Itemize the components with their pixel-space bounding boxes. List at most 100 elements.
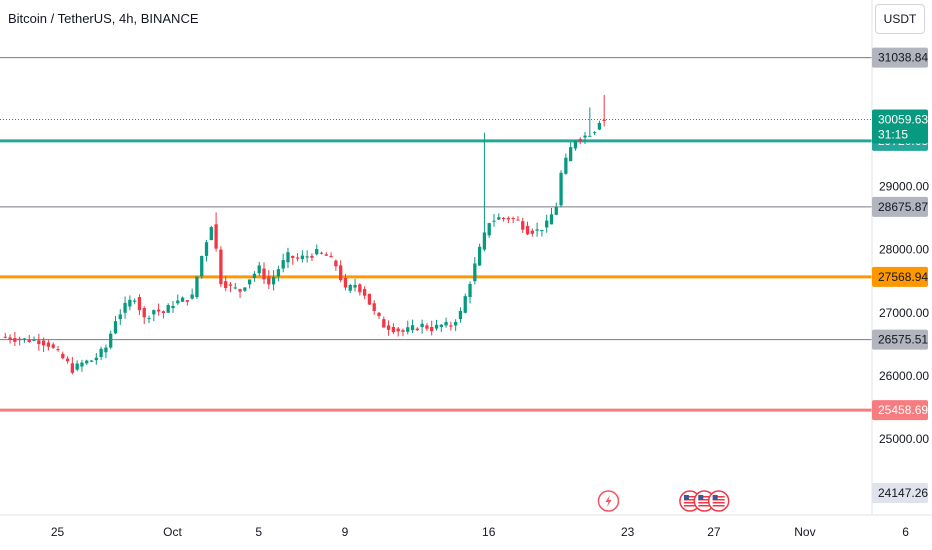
candle-body	[492, 220, 496, 222]
candle-body	[152, 310, 156, 315]
price-axis: 29000.00 28000.00 27000.00 26000.00 25000.00…	[871, 0, 929, 515]
candle-body	[252, 273, 257, 279]
candle-body	[415, 328, 419, 331]
price-tick-label: 26000.00	[879, 369, 929, 383]
candle-body	[463, 296, 467, 313]
candle-body	[477, 246, 482, 266]
candle-body	[233, 287, 237, 289]
candle-body	[559, 172, 563, 206]
candle-body	[295, 257, 300, 259]
candle-body	[540, 230, 544, 232]
candle-body	[372, 303, 376, 311]
candle-body	[224, 281, 228, 289]
candle-body	[180, 297, 185, 302]
candle-body	[80, 362, 84, 367]
time-tick-label: 5	[255, 525, 262, 539]
level-price-tag	[872, 400, 928, 421]
candle-body	[61, 353, 65, 359]
level-price-label: 31038.84	[878, 51, 928, 65]
candle-body	[109, 333, 113, 348]
candle-body	[128, 299, 132, 307]
lightning-event-icon[interactable]	[597, 490, 620, 512]
candle-body	[324, 254, 328, 256]
candle-body	[195, 276, 199, 297]
candle-body	[362, 289, 367, 296]
candle-body	[592, 132, 597, 134]
candle-body	[37, 340, 41, 345]
candle-body	[454, 321, 458, 326]
level-price-tag	[872, 329, 928, 350]
candle-body	[56, 349, 60, 351]
candle-body	[569, 147, 573, 162]
candle-body	[315, 249, 319, 255]
level-price-tag	[872, 483, 928, 504]
candle-body	[118, 314, 122, 320]
candle-body	[247, 279, 252, 285]
candle-body	[482, 232, 487, 250]
candle-body	[501, 218, 506, 220]
candle-body	[104, 347, 108, 353]
candle-countdown-label: 31:15	[878, 127, 908, 141]
candle-body	[41, 340, 46, 346]
candle-body	[367, 293, 372, 305]
candle-body	[171, 305, 175, 309]
time-axis: 25 Oct 5 9 16 23 27 Nov 6	[0, 514, 932, 539]
candles-layer	[3, 94, 606, 375]
candle-body	[271, 276, 276, 285]
candle-body	[545, 220, 549, 228]
time-tick-label: Oct	[163, 525, 182, 539]
candle-body	[444, 321, 448, 326]
candle-body	[578, 139, 582, 141]
price-tick-label: 28000.00	[879, 243, 929, 257]
candle-body	[343, 278, 348, 288]
candle-body	[382, 319, 386, 328]
candle-body	[276, 269, 281, 277]
candle-body	[430, 327, 434, 332]
level-price-tag	[872, 196, 928, 217]
candle-body	[597, 122, 602, 130]
candle-body	[209, 227, 213, 241]
chart-title: Bitcoin / TetherUS, 4h, BINANCE	[8, 11, 199, 26]
candle-body	[27, 339, 31, 342]
us-flag-event-icon[interactable]	[707, 490, 730, 512]
candle-body	[243, 287, 247, 291]
candle-body	[65, 358, 70, 362]
candle-body	[401, 330, 405, 332]
candle-body	[219, 249, 223, 285]
candle-body	[137, 296, 142, 311]
candle-body	[123, 302, 127, 313]
candle-body	[573, 140, 578, 149]
candle-body	[291, 255, 295, 258]
time-tick-label: Nov	[794, 525, 815, 539]
candle-body	[434, 324, 439, 329]
level-price-tag	[872, 47, 928, 68]
candle-body	[377, 312, 381, 317]
time-tick-label: 27	[707, 525, 721, 539]
candle-body	[147, 318, 151, 320]
candle-body	[46, 342, 51, 347]
currency-button[interactable]: USDT	[875, 4, 925, 34]
candle-body	[564, 157, 568, 174]
candle-body	[473, 263, 477, 282]
candle-body	[406, 327, 410, 332]
candle-body	[511, 218, 515, 220]
level-price-label: 28675.87	[878, 200, 928, 214]
price-tick-label: 29000.00	[879, 179, 929, 193]
level-price-label: 27568.94	[878, 270, 928, 284]
event-markers-layer	[597, 490, 730, 512]
candle-body	[487, 223, 491, 236]
price-tick-label: 25000.00	[879, 432, 929, 446]
candle-body	[89, 360, 94, 362]
candle-body	[133, 300, 137, 302]
candle-body	[3, 336, 7, 338]
current-price-label: 30059.63	[878, 112, 928, 126]
candle-body	[530, 230, 534, 234]
candle-body	[228, 284, 233, 286]
candle-body	[286, 252, 290, 263]
candle-body	[588, 135, 592, 137]
candle-body	[583, 135, 587, 138]
candle-body	[497, 217, 501, 220]
time-tick-label: 9	[342, 525, 349, 539]
